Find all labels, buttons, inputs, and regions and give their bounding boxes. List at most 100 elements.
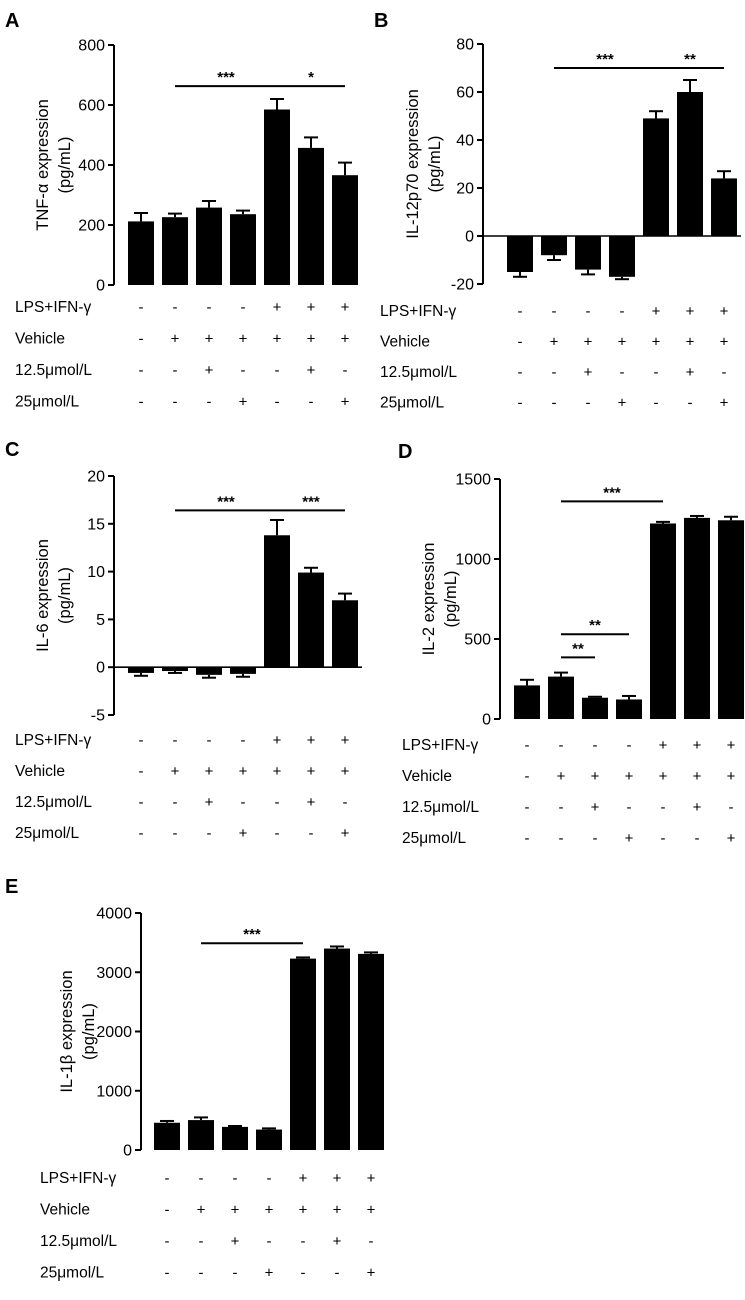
condition-sign: - xyxy=(661,830,666,847)
condition-sign: + xyxy=(341,763,350,780)
condition-sign: + xyxy=(341,299,350,316)
condition-sign: + xyxy=(307,763,316,780)
condition-sign: - xyxy=(233,1265,238,1282)
y-axis-label: IL-6 expression xyxy=(34,539,52,652)
condition-sign: + xyxy=(591,768,600,785)
condition-sign: - xyxy=(552,303,557,320)
bar xyxy=(298,572,324,668)
y-tick-label: 5 xyxy=(96,612,105,629)
condition-sign: - xyxy=(586,303,591,320)
condition-sign: + xyxy=(693,737,702,754)
condition-sign: - xyxy=(335,1265,340,1282)
significance-label: *** xyxy=(302,493,320,510)
condition-label: 12.5μmol/L xyxy=(40,1233,117,1250)
condition-sign: - xyxy=(139,394,144,411)
condition-label: Vehicle xyxy=(15,331,65,348)
bar xyxy=(196,667,222,675)
condition-sign: + xyxy=(273,331,282,348)
condition-sign: - xyxy=(654,395,659,412)
panel-c: C IL-6 expression (pg/mL) -5 0 5 10 15 20 *** *** L… xyxy=(5,439,362,842)
bar xyxy=(677,92,703,236)
condition-sign: + xyxy=(625,768,634,785)
condition-sign: - xyxy=(267,1233,272,1250)
condition-sign: + xyxy=(341,331,350,348)
y-axis-label: IL-2 expression xyxy=(420,543,438,656)
significance-label: ** xyxy=(572,640,584,657)
panel-letter: A xyxy=(5,10,19,32)
condition-label: Vehicle xyxy=(380,334,430,351)
significance-label: *** xyxy=(603,484,621,501)
condition-sign: + xyxy=(307,732,316,749)
condition-sign: - xyxy=(518,364,523,381)
bar xyxy=(332,175,358,285)
condition-sign: + xyxy=(720,334,729,351)
condition-sign: - xyxy=(199,1233,204,1250)
condition-sign: + xyxy=(239,825,248,842)
condition-sign: - xyxy=(620,364,625,381)
condition-sign: - xyxy=(139,362,144,379)
condition-sign: - xyxy=(722,364,727,381)
condition-sign: + xyxy=(333,1202,342,1219)
condition-sign: + xyxy=(367,1170,376,1187)
condition-sign: - xyxy=(199,1265,204,1282)
condition-sign: - xyxy=(627,799,632,816)
condition-sign: + xyxy=(367,1202,376,1219)
condition-sign: - xyxy=(343,362,348,379)
bar xyxy=(548,676,574,719)
condition-sign: - xyxy=(586,395,591,412)
condition-sign: - xyxy=(173,732,178,749)
y-tick-label: 20 xyxy=(87,469,105,486)
condition-sign: - xyxy=(525,830,530,847)
significance-label: ** xyxy=(684,51,696,68)
panel-letter: E xyxy=(5,876,18,898)
condition-sign: - xyxy=(207,299,212,316)
condition-sign: - xyxy=(301,1233,306,1250)
condition-sign: - xyxy=(173,394,178,411)
condition-sign: + xyxy=(333,1233,342,1250)
bar xyxy=(643,118,669,236)
condition-sign: + xyxy=(273,732,282,749)
bar xyxy=(684,517,710,719)
bar xyxy=(188,1120,214,1150)
bar xyxy=(128,221,154,285)
y-tick-label: 0 xyxy=(96,660,105,677)
bar xyxy=(514,685,540,719)
y-axis-label: (pg/mL) xyxy=(426,136,444,193)
condition-sign: - xyxy=(525,737,530,754)
condition-sign: - xyxy=(173,299,178,316)
significance-label: ** xyxy=(589,617,601,634)
y-tick-label: 600 xyxy=(78,98,105,115)
condition-sign: + xyxy=(239,331,248,348)
condition-sign: - xyxy=(552,364,557,381)
condition-sign: + xyxy=(265,1202,274,1219)
y-tick-label: 400 xyxy=(78,158,105,175)
condition-sign: - xyxy=(661,799,666,816)
condition-sign: + xyxy=(205,362,214,379)
condition-sign: - xyxy=(139,299,144,316)
condition-sign: + xyxy=(307,331,316,348)
panel-letter: B xyxy=(374,10,388,32)
condition-sign: - xyxy=(275,794,280,811)
panel-letter: D xyxy=(398,441,412,463)
condition-sign: - xyxy=(241,362,246,379)
bar xyxy=(575,236,601,270)
condition-sign: - xyxy=(518,395,523,412)
bar xyxy=(650,523,676,719)
condition-sign: + xyxy=(659,768,668,785)
condition-label: LPS+IFN-γ xyxy=(40,1170,116,1187)
condition-sign: - xyxy=(207,394,212,411)
condition-sign: + xyxy=(367,1265,376,1282)
condition-sign: - xyxy=(241,794,246,811)
condition-label: 25μmol/L xyxy=(380,395,444,412)
bar xyxy=(162,667,188,672)
condition-sign: + xyxy=(171,331,180,348)
y-tick-label: 80 xyxy=(456,37,474,54)
condition-sign: - xyxy=(593,737,598,754)
condition-label: LPS+IFN-γ xyxy=(380,303,456,320)
condition-label: 25μmol/L xyxy=(402,830,466,847)
condition-label: LPS+IFN-γ xyxy=(15,732,91,749)
condition-sign: - xyxy=(241,732,246,749)
significance-label: * xyxy=(308,69,314,86)
